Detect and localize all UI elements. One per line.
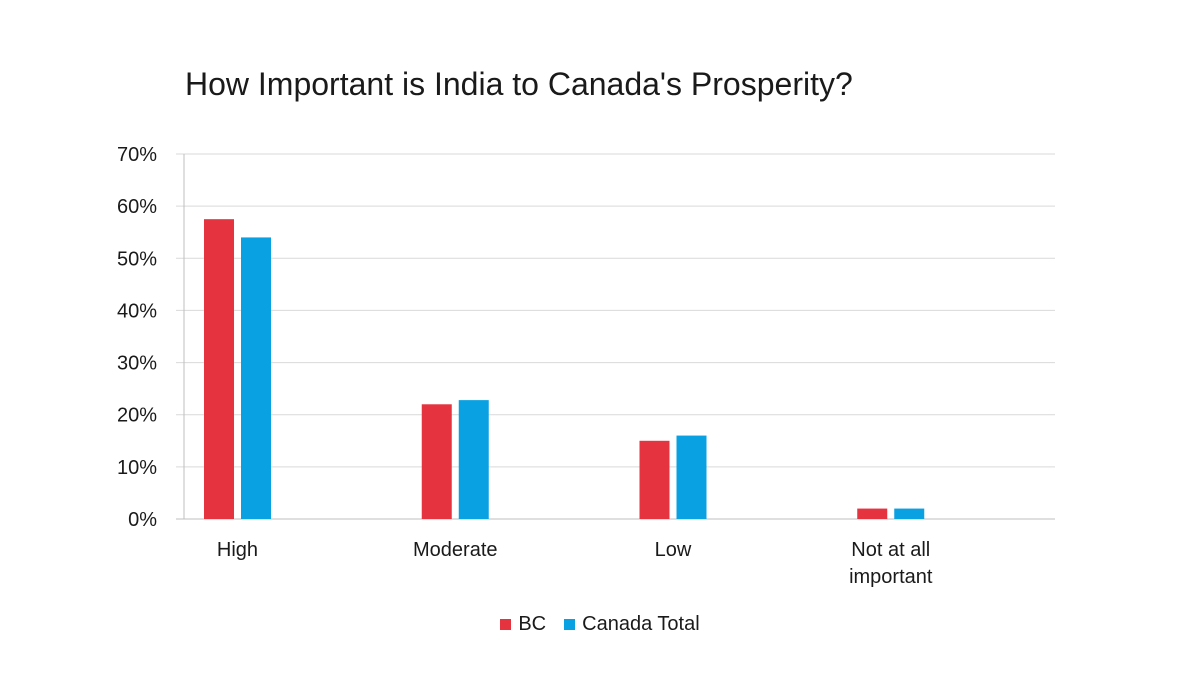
y-tick-label: 30% bbox=[117, 353, 157, 375]
y-tick-label: 70% bbox=[117, 144, 157, 166]
bar-canada-total bbox=[894, 508, 925, 519]
legend-item-canada-total: Canada Total bbox=[564, 613, 700, 636]
chart-legend: BC Canada Total bbox=[0, 613, 1200, 636]
y-tick-label: 60% bbox=[117, 196, 157, 218]
legend-swatch-canada-total bbox=[564, 619, 576, 630]
legend-label-bc: BC bbox=[518, 613, 547, 635]
x-tick-label: Moderate bbox=[413, 539, 498, 561]
bar-canada-total bbox=[458, 400, 489, 519]
x-tick-label: High bbox=[217, 539, 258, 561]
legend-item-bc: BC bbox=[500, 613, 546, 636]
y-tick-label: 40% bbox=[117, 300, 157, 322]
bar-canada-total bbox=[241, 237, 271, 519]
bar-bc bbox=[857, 508, 888, 519]
y-tick-label: 50% bbox=[117, 248, 157, 270]
bar-bc bbox=[639, 440, 670, 519]
x-tick-label: important bbox=[849, 566, 933, 588]
y-tick-label: 20% bbox=[117, 405, 157, 427]
chart-title: How Important is India to Canada's Prosp… bbox=[185, 66, 853, 102]
legend-label-canada-total: Canada Total bbox=[582, 613, 700, 635]
bar-bc bbox=[204, 219, 234, 519]
bar-canada-total bbox=[676, 435, 707, 519]
y-tick-label: 0% bbox=[128, 509, 157, 531]
x-tick-label: Low bbox=[655, 539, 692, 561]
bar-bc bbox=[421, 404, 452, 519]
legend-swatch-bc bbox=[500, 619, 512, 630]
y-tick-label: 10% bbox=[117, 457, 157, 479]
x-tick-label: Not at all bbox=[851, 539, 930, 561]
